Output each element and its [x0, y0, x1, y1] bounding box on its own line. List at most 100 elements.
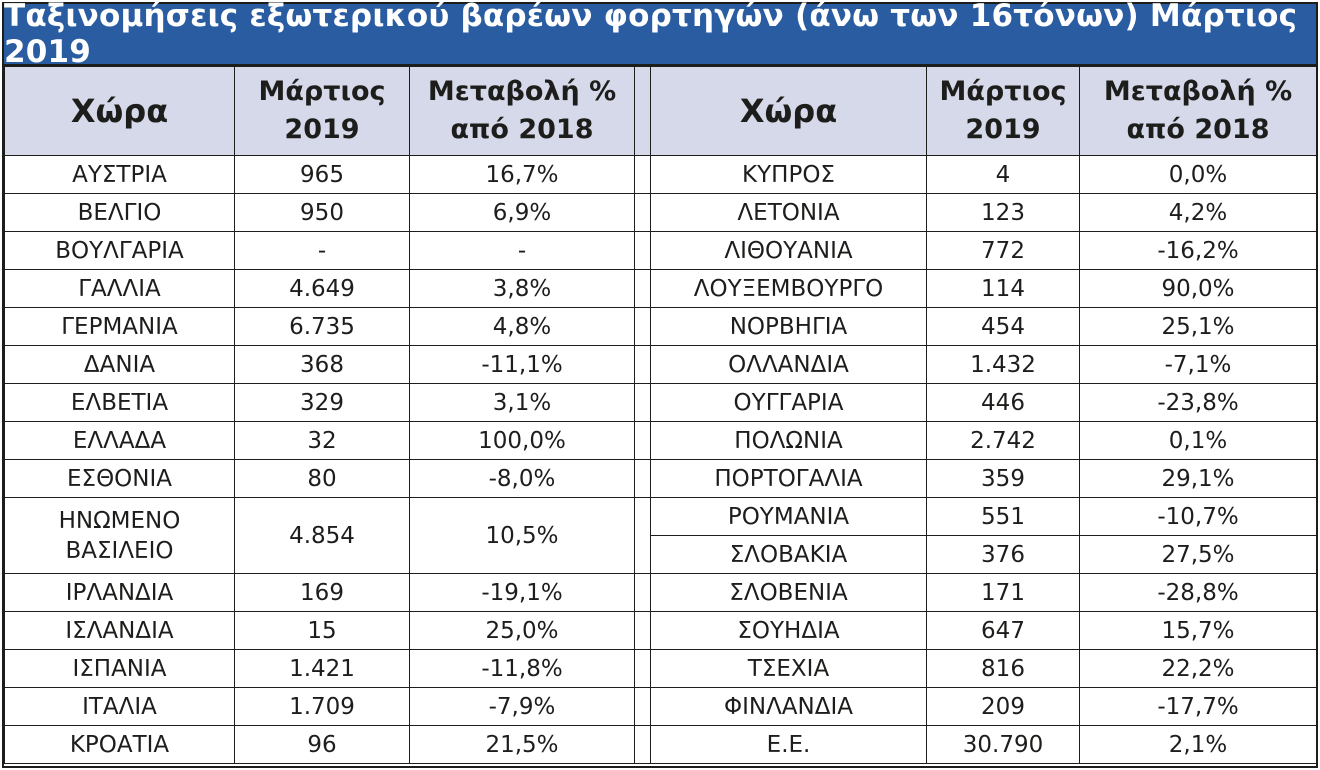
change-cell: 3,1% [409, 383, 635, 422]
country-cell: ΛΟΥΞΕΜΒΟΥΡΓΟ [650, 269, 927, 308]
month-header-line1: Μάρτιος [939, 76, 1067, 107]
change-cell: 4,2% [1079, 193, 1317, 232]
change-cell: 25,1% [1079, 307, 1317, 346]
table-row: ΕΛΛΑΔΑ 32 100,0% ΠΟΛΩΝΙΑ 2.742 0,1% [4, 421, 1317, 460]
change-cell: 100,0% [409, 421, 635, 460]
country-line1: ΗΝΩΜΕΝΟ [58, 507, 181, 534]
right-country-header: Χώρα [650, 66, 927, 156]
left-country-header: Χώρα [4, 66, 235, 156]
change-cell: 21,5% [409, 725, 635, 764]
change-header-line1: Μεταβολή % [1103, 76, 1293, 107]
change-cell: 16,7% [409, 155, 635, 194]
change-cell: -11,1% [409, 345, 635, 384]
country-cell: ΒΟΥΛΓΑΡΙΑ [4, 231, 235, 270]
country-cell: ΟΥΓΓΑΡΙΑ [650, 383, 927, 422]
value-cell: 4.649 [234, 269, 410, 308]
country-cell: ΚΡΟΑΤΙΑ [4, 725, 235, 764]
value-cell: 551 [926, 497, 1080, 536]
table-row: ΕΣΘΟΝΙΑ 80 -8,0% ΠΟΡΤΟΓΑΛΙΑ 359 29,1% [4, 459, 1317, 498]
value-cell: - [234, 231, 410, 270]
column-separator [634, 155, 651, 194]
month-header-line2: 2019 [965, 114, 1041, 145]
country-cell: ΓΑΛΛΙΑ [4, 269, 235, 308]
country-cell: ΛΕΤΟΝΙΑ [650, 193, 927, 232]
column-separator [634, 687, 651, 726]
right-month-header: Μάρτιος 2019 [926, 66, 1080, 156]
value-cell: 15 [234, 611, 410, 650]
value-cell: 114 [926, 269, 1080, 308]
change-cell: -7,9% [409, 687, 635, 726]
country-cell: ΗΝΩΜΕΝΟ ΒΑΣΙΛΕΙΟ [4, 497, 235, 574]
value-cell: 965 [234, 155, 410, 194]
value-cell: 4 [926, 155, 1080, 194]
column-separator [634, 421, 651, 460]
country-cell: ΕΛΒΕΤΙΑ [4, 383, 235, 422]
country-cell: ΑΥΣΤΡΙΑ [4, 155, 235, 194]
table-row: ΣΛΟΒΑΚΙΑ 376 27,5% [5, 535, 1317, 574]
table-row: ΗΝΩΜΕΝΟ ΒΑΣΙΛΕΙΟ 4.854 10,5% ΡΟΥΜΑΝΙΑ 551… [4, 497, 1317, 574]
column-separator [634, 345, 651, 384]
change-cell: -23,8% [1079, 383, 1317, 422]
header-row: Χώρα Μάρτιος 2019 Μεταβολή % από 2018 Χώρα… [4, 66, 1317, 156]
change-cell: - [409, 231, 635, 270]
value-cell: 2.742 [926, 421, 1080, 460]
country-cell: ΔΑΝΙΑ [4, 345, 235, 384]
value-cell: 169 [234, 573, 410, 612]
month-header-line1: Μάρτιος [258, 76, 386, 107]
value-cell: 4.854 [234, 497, 410, 574]
month-header-line2: 2019 [284, 114, 360, 145]
table-row: ΕΛΒΕΤΙΑ 329 3,1% ΟΥΓΓΑΡΙΑ 446 -23,8% [4, 383, 1317, 422]
column-separator [634, 573, 651, 612]
country-cell: ΙΣΠΑΝΙΑ [4, 649, 235, 688]
change-cell: -16,2% [1079, 231, 1317, 270]
left-month-header: Μάρτιος 2019 [234, 66, 410, 156]
country-cell: ΤΣΕΧΙΑ [650, 649, 927, 688]
table-row: ΓΑΛΛΙΑ 4.649 3,8% ΛΟΥΞΕΜΒΟΥΡΓΟ 114 90,0% [4, 269, 1317, 308]
change-cell: -8,0% [409, 459, 635, 498]
value-cell: 32 [234, 421, 410, 460]
column-separator [634, 611, 651, 650]
value-cell: 171 [926, 573, 1080, 612]
change-cell: -7,1% [1079, 345, 1317, 384]
change-cell: 6,9% [409, 193, 635, 232]
country-cell: ΟΛΛΑΝΔΙΑ [650, 345, 927, 384]
column-separator [634, 193, 651, 232]
value-cell: 376 [926, 535, 1080, 574]
country-cell: ΣΟΥΗΔΙΑ [650, 611, 927, 650]
change-cell: 22,2% [1079, 649, 1317, 688]
country-cell: ΠΟΡΤΟΓΑΛΙΑ [650, 459, 927, 498]
left-change-header: Μεταβολή % από 2018 [409, 66, 635, 156]
table-row: ΓΕΡΜΑΝΙΑ 6.735 4,8% ΝΟΡΒΗΓΙΑ 454 25,1% [4, 307, 1317, 346]
country-cell: ΙΤΑΛΙΑ [4, 687, 235, 726]
value-cell: 446 [926, 383, 1080, 422]
country-cell: ΕΣΘΟΝΙΑ [4, 459, 235, 498]
country-cell: ΠΟΛΩΝΙΑ [650, 421, 927, 460]
country-line2: ΒΑΣΙΛΕΙΟ [65, 537, 174, 564]
change-header-line1: Μεταβολή % [427, 76, 617, 107]
value-cell: 96 [234, 725, 410, 764]
value-cell: 647 [926, 611, 1080, 650]
change-cell: 10,5% [409, 497, 635, 574]
country-cell: ΓΕΡΜΑΝΙΑ [4, 307, 235, 346]
eu-total-change: 2,1% [1079, 725, 1317, 764]
value-cell: 209 [926, 687, 1080, 726]
change-cell: -11,8% [409, 649, 635, 688]
value-cell: 6.735 [234, 307, 410, 346]
country-cell: ΙΡΛΑΝΔΙΑ [4, 573, 235, 612]
country-cell: ΙΣΛΑΝΔΙΑ [4, 611, 235, 650]
change-cell: -17,7% [1079, 687, 1317, 726]
country-cell: ΣΛΟΒΕΝΙΑ [650, 573, 927, 612]
change-cell: 4,8% [409, 307, 635, 346]
country-cell: ΕΛΛΑΔΑ [4, 421, 235, 460]
country-cell: ΣΛΟΒΑΚΙΑ [650, 535, 927, 574]
value-cell: 123 [926, 193, 1080, 232]
value-cell: 80 [234, 459, 410, 498]
table-row: ΙΤΑΛΙΑ 1.709 -7,9% ΦΙΝΛΑΝΔΙΑ 209 -17,7% [4, 687, 1317, 726]
value-cell: 368 [234, 345, 410, 384]
table-row: ΔΑΝΙΑ 368 -11,1% ΟΛΛΑΝΔΙΑ 1.432 -7,1% [4, 345, 1317, 384]
value-cell: 1.432 [926, 345, 1080, 384]
value-cell: 454 [926, 307, 1080, 346]
change-cell: -19,1% [409, 573, 635, 612]
change-cell: 0,1% [1079, 421, 1317, 460]
